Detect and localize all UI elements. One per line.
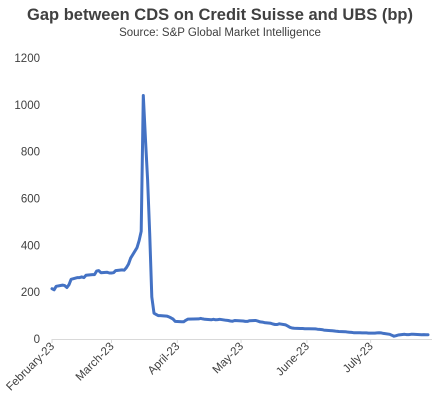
y-tick-label: 0	[34, 334, 40, 346]
y-tick-label: 600	[21, 194, 40, 206]
x-tick-label: June-23	[274, 341, 312, 379]
chart-title: Gap between CDS on Credit Suisse and UBS…	[27, 6, 413, 24]
x-axis-ticks: February-23 March-23 April-23 May-23 June-23…	[4, 339, 376, 394]
y-tick-label: 1000	[14, 100, 40, 112]
x-tick-label: February-23	[4, 341, 57, 394]
x-tick-label: May-23	[211, 341, 247, 377]
x-tick-label: March-23	[74, 341, 117, 384]
y-axis-ticks: 0 200 400 600 800 1000 1200	[14, 53, 40, 346]
y-tick-label: 800	[21, 147, 40, 159]
y-tick-label: 400	[21, 240, 40, 252]
y-tick-label: 1200	[14, 53, 40, 65]
x-tick-label: July-23	[341, 341, 376, 376]
x-tick-label: April-23	[146, 341, 183, 378]
chart-subtitle: Source: S&P Global Market Intelligence	[119, 27, 321, 39]
y-tick-label: 200	[21, 287, 40, 299]
series-line	[50, 94, 430, 338]
